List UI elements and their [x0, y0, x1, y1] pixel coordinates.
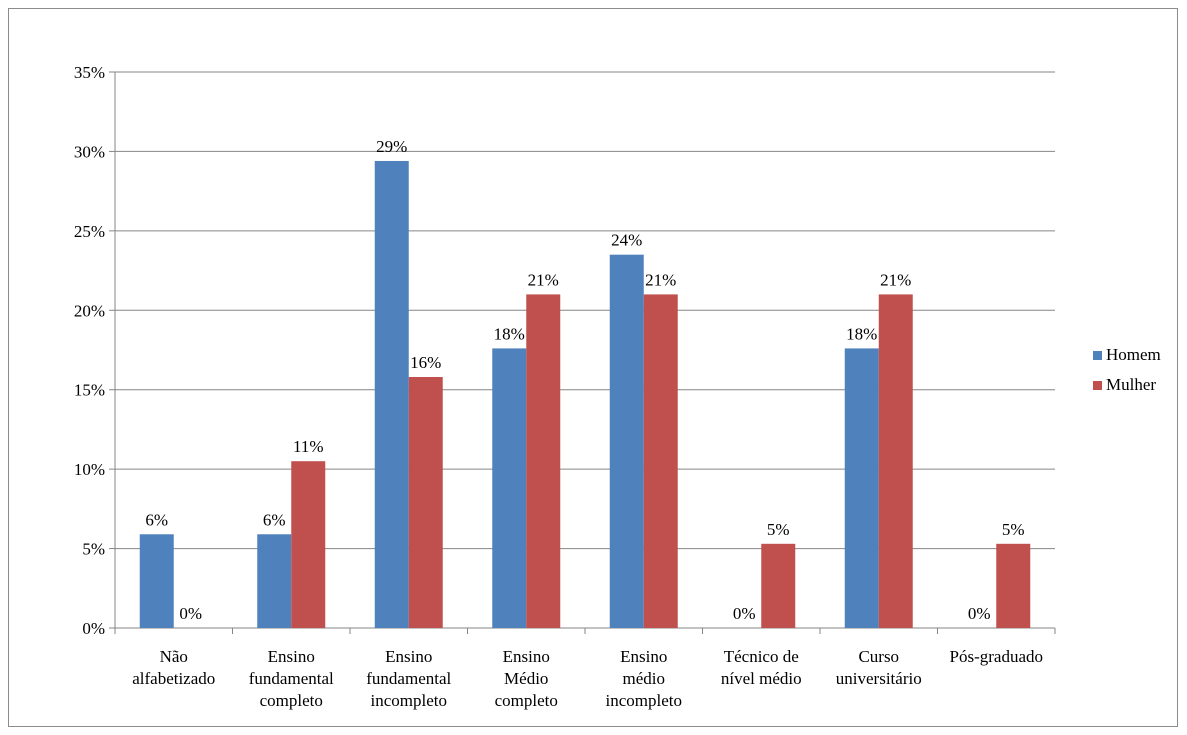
bar-mulher [996, 543, 1031, 628]
data-label: 21% [528, 270, 559, 289]
legend-label-homem: Homem [1106, 345, 1161, 364]
chart-frame [8, 8, 1178, 727]
data-label: 18% [846, 324, 877, 343]
data-label: 18% [494, 324, 525, 343]
bar-homem [492, 348, 527, 628]
bar-mulher [878, 294, 913, 628]
y-tick-label: 35% [74, 63, 105, 82]
x-category-label: Curso universitário [836, 647, 922, 688]
bar-homem [374, 160, 409, 628]
x-category-label: Ensino fundamental completo [249, 647, 334, 710]
data-label: 11% [293, 437, 324, 456]
bar-homem [257, 534, 292, 628]
x-category-label: Não alfabetizado [132, 647, 215, 688]
bar-homem [844, 348, 879, 628]
x-category-label: Ensino Médio completo [495, 647, 558, 710]
y-tick-label: 20% [74, 301, 105, 320]
data-label: 21% [880, 270, 911, 289]
y-tick-label: 5% [82, 540, 105, 559]
data-label: 5% [767, 520, 790, 539]
bar-homem [139, 534, 174, 628]
data-label: 0% [968, 604, 991, 623]
y-tick-label: 25% [74, 222, 105, 241]
legend-label-mulher: Mulher [1106, 375, 1156, 394]
data-label: 16% [410, 353, 441, 372]
y-tick-label: 30% [74, 142, 105, 161]
data-label: 0% [733, 604, 756, 623]
bar-mulher [643, 294, 678, 628]
data-label: 24% [611, 231, 642, 250]
data-label: 6% [263, 510, 286, 529]
data-label: 0% [179, 604, 202, 623]
bar-mulher [526, 294, 561, 628]
data-label: 6% [145, 510, 168, 529]
bar-mulher [761, 543, 796, 628]
y-tick-label: 15% [74, 381, 105, 400]
x-category-label: Ensino médio incompleto [606, 647, 682, 710]
data-label: 5% [1002, 520, 1025, 539]
y-tick-label: 10% [74, 460, 105, 479]
data-label: 21% [645, 270, 676, 289]
data-label: 29% [376, 137, 407, 156]
bar-mulher [408, 377, 443, 628]
legend-swatch-homem [1093, 351, 1102, 360]
x-category-label: Pós-graduado [950, 647, 1043, 666]
y-tick-label: 0% [82, 619, 105, 638]
bar-homem [609, 254, 644, 628]
x-category-label: Técnico de nível médio [721, 647, 802, 688]
bar-mulher [291, 461, 326, 628]
legend-swatch-mulher [1093, 381, 1102, 390]
x-category-label: Ensino fundamental incompleto [366, 647, 451, 710]
